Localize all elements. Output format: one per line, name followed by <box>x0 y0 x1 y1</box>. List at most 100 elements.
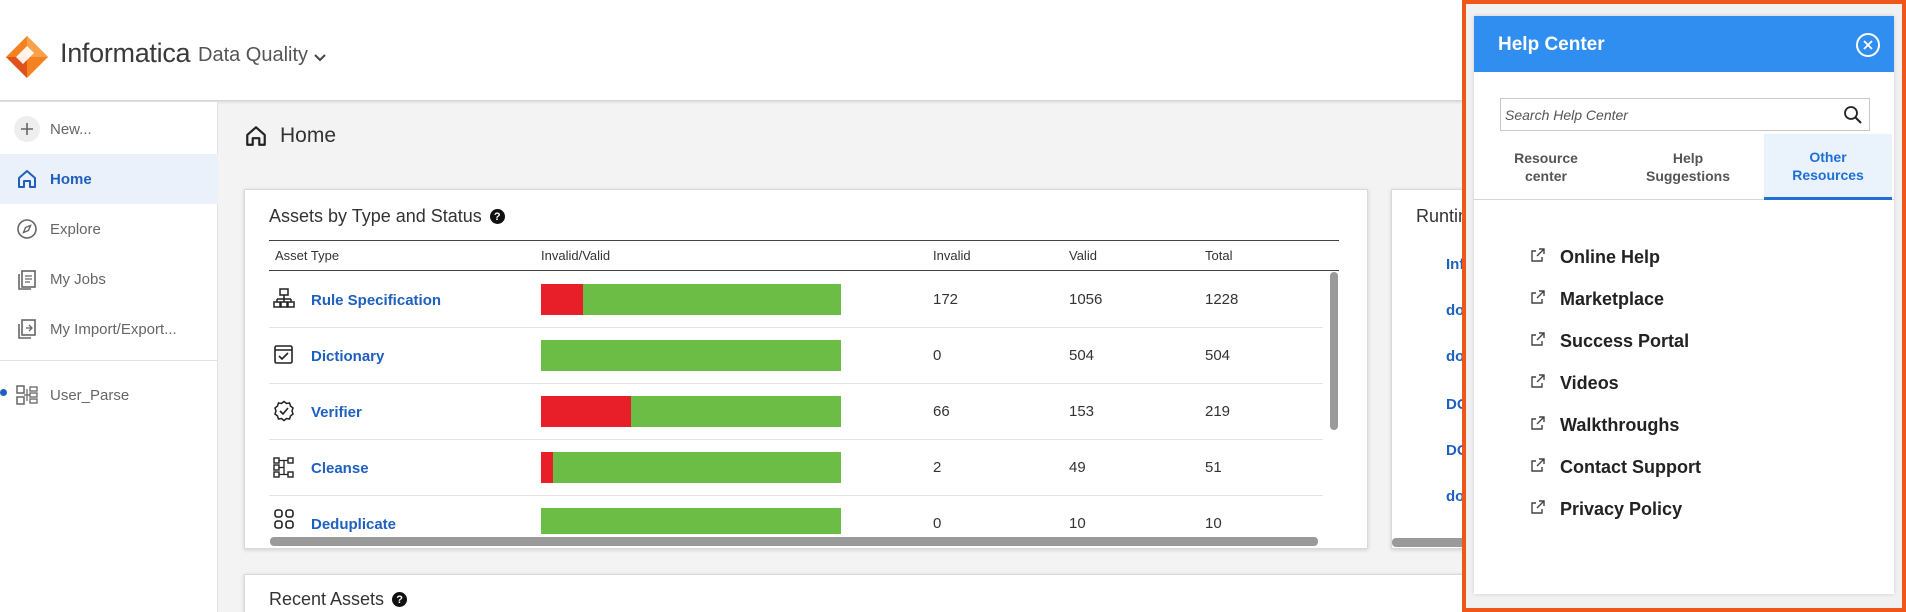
sidebar-item-label: My Import/Export... <box>50 320 177 338</box>
tab-resource-center[interactable]: Resource center <box>1474 134 1618 200</box>
table-row: Verifier 66 153 219 <box>269 384 1323 440</box>
resource-label: Online Help <box>1560 247 1661 267</box>
valid-count: 10 <box>1069 515 1086 532</box>
column-header: Valid <box>1069 248 1097 263</box>
card-title-text: Runtim <box>1416 206 1474 226</box>
external-link-icon <box>1531 457 1545 472</box>
close-icon[interactable] <box>1856 33 1880 57</box>
rule-spec-icon <box>273 288 295 308</box>
invalid-segment <box>541 396 632 427</box>
resource-label: Walkthroughs <box>1560 415 1680 435</box>
total-count: 10 <box>1205 515 1222 532</box>
help-tabs: Resource center Help Suggestions Other R… <box>1474 134 1894 200</box>
import-export-icon <box>14 316 40 342</box>
page-title: Home <box>244 124 336 148</box>
column-header: Asset Type <box>275 248 340 263</box>
invalid-valid-bar <box>541 284 841 315</box>
table-row: Cleanse 2 49 51 <box>269 440 1323 496</box>
valid-count: 153 <box>1069 403 1095 420</box>
card-title: Recent Assets ? <box>269 589 408 610</box>
sidebar-item-label: Home <box>50 170 92 188</box>
external-link-icon <box>1531 373 1545 388</box>
external-link-icon <box>1531 289 1545 304</box>
invalid-count: 66 <box>933 403 950 420</box>
search-icon[interactable] <box>1843 105 1863 125</box>
asset-type-link[interactable]: Cleanse <box>311 460 369 477</box>
plus-icon <box>14 116 40 142</box>
resource-label: Privacy Policy <box>1560 499 1683 519</box>
compass-icon <box>14 216 40 242</box>
sidebar-item-label: User_Parse <box>50 386 130 404</box>
invalid-segment <box>541 284 584 315</box>
resource-label: Videos <box>1560 373 1619 393</box>
invalid-segment <box>541 452 553 483</box>
tab-label: Other Resources <box>1792 148 1864 183</box>
resource-label: Success Portal <box>1560 331 1690 351</box>
tab-other-resources[interactable]: Other Resources <box>1764 134 1892 200</box>
help-question-icon[interactable]: ? <box>392 592 408 607</box>
tab-label: Resource center <box>1514 150 1578 184</box>
invalid-valid-bar <box>541 340 841 371</box>
table-row: Dictionary 0 504 504 <box>269 328 1323 384</box>
card-title: Assets by Type and Status ? <box>269 206 505 227</box>
sidebar-item-import-export[interactable]: My Import/Export... <box>0 304 218 354</box>
tab-label: Help Suggestions <box>1645 150 1730 184</box>
help-question-icon[interactable]: ? <box>489 209 505 224</box>
asset-type-link[interactable]: Rule Specification <box>311 292 442 309</box>
horizontal-scrollbar[interactable] <box>1392 538 1510 547</box>
help-center-header: Help Center <box>1474 16 1894 72</box>
total-count: 1228 <box>1205 291 1239 308</box>
resource-link-online-help[interactable]: Online Help <box>1530 247 1660 268</box>
vertical-scrollbar[interactable] <box>1330 272 1338 430</box>
chevron-down-icon <box>314 53 326 61</box>
home-icon <box>14 166 40 192</box>
table-header: Asset Type Invalid/Valid Invalid Valid T… <box>269 240 1339 271</box>
total-count: 219 <box>1205 403 1231 420</box>
external-link-icon <box>1531 415 1545 430</box>
open-asset-indicator <box>0 389 7 396</box>
external-link-icon <box>1531 331 1545 346</box>
sidebar-item-label: My Jobs <box>50 270 106 288</box>
cleanse-icon <box>273 457 294 478</box>
valid-count: 49 <box>1069 459 1086 476</box>
valid-count: 504 <box>1069 347 1095 364</box>
home-icon <box>246 126 266 146</box>
sidebar-divider <box>0 360 218 361</box>
asset-type-link[interactable]: Dictionary <box>311 348 385 365</box>
resource-link-success-portal[interactable]: Success Portal <box>1530 331 1689 352</box>
sidebar-item-home[interactable]: Home <box>0 154 218 204</box>
help-center-highlight: Help Center Resource center Help Suggest… <box>1462 0 1906 612</box>
invalid-count: 2 <box>933 459 942 476</box>
page-title-text: Home <box>280 124 337 147</box>
external-link-icon <box>1531 247 1545 262</box>
sidebar-item-explore[interactable]: Explore <box>0 204 218 254</box>
sidebar: New... Home Explore My Jobs My Import/Ex… <box>0 102 218 612</box>
sidebar-item-new[interactable]: New... <box>0 104 218 154</box>
external-link-icon <box>1531 499 1545 514</box>
brand-name: Informatica <box>60 38 191 68</box>
sidebar-item-user-parse[interactable]: User_Parse <box>0 370 218 420</box>
invalid-count: 172 <box>933 291 959 308</box>
help-search-box <box>1500 98 1870 131</box>
resource-link-videos[interactable]: Videos <box>1530 373 1619 394</box>
product-name: Data Quality <box>198 44 309 66</box>
help-center-title: Help Center <box>1498 34 1605 55</box>
resource-link-contact-support[interactable]: Contact Support <box>1530 457 1701 478</box>
horizontal-scrollbar[interactable] <box>270 537 1318 546</box>
resource-link-marketplace[interactable]: Marketplace <box>1530 289 1664 310</box>
jobs-icon <box>14 266 40 292</box>
sidebar-item-label: Explore <box>50 220 101 238</box>
parse-asset-icon <box>14 382 40 408</box>
resource-link-privacy-policy[interactable]: Privacy Policy <box>1530 499 1682 520</box>
tab-help-suggestions[interactable]: Help Suggestions <box>1618 134 1758 200</box>
help-search-input[interactable] <box>1501 99 1841 130</box>
sidebar-item-label: New... <box>50 120 92 138</box>
table-row: Rule Specification 172 1056 1228 <box>269 272 1323 328</box>
asset-type-link[interactable]: Verifier <box>311 404 362 421</box>
resource-link-walkthroughs[interactable]: Walkthroughs <box>1530 415 1679 436</box>
recent-assets-card: Recent Assets ? <box>244 574 1494 612</box>
sidebar-item-my-jobs[interactable]: My Jobs <box>0 254 218 304</box>
product-switcher[interactable]: Data Quality <box>198 44 326 67</box>
asset-type-link[interactable]: Deduplicate <box>311 516 397 533</box>
verifier-icon <box>274 400 294 422</box>
